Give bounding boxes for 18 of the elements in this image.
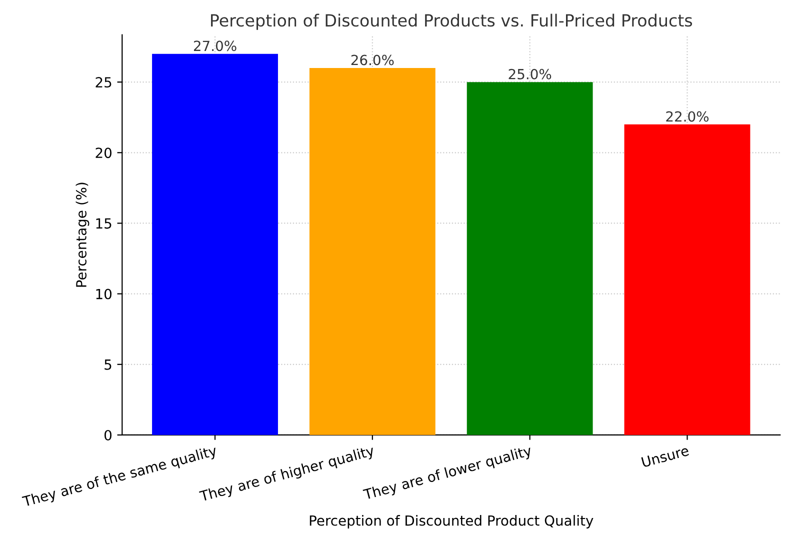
data-label: 27.0% [194,40,236,52]
y-tick-label: 5 [104,360,112,370]
chart-title: Perception of Discounted Products vs. Full-Priced Products [211,14,692,30]
y-tick-label: 15 [96,218,112,229]
bar [152,54,278,435]
bar [624,124,750,435]
y-axis-title: Percentage (%) [76,182,90,287]
y-tick-label: 20 [96,148,112,158]
data-label: 26.0% [351,54,394,66]
bar [309,68,436,435]
y-tick-label: 10 [96,288,112,300]
x-tick-label: Unsure [641,445,690,468]
bar [466,82,593,435]
data-label: 25.0% [508,68,552,80]
y-tick-label: 25 [96,77,112,88]
y-tick-label: 0 [104,430,112,440]
data-label: 22.0% [666,111,709,122]
x-axis-title: Perception of Discounted Product Quality [310,515,594,528]
